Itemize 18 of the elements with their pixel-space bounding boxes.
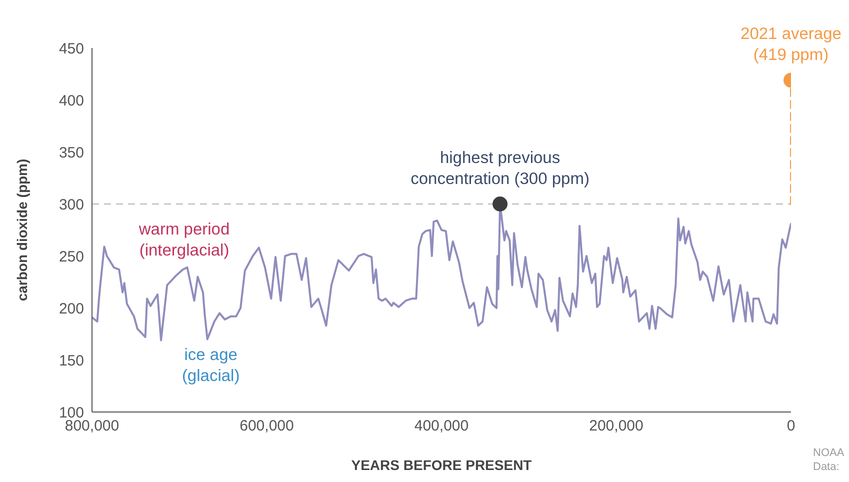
y-tick-label: 150 [58, 352, 84, 370]
y-tick-label: 400 [58, 92, 84, 110]
x-tick-label: 0 [786, 418, 796, 435]
x-axis-title: YEARS BEFORE PRESENT [351, 457, 532, 473]
annotation: ice age (glacial) [182, 346, 240, 386]
y-axis-title: carbon dioxide (ppm) [14, 158, 30, 302]
y-tick-label: 200 [58, 300, 84, 318]
annotation: 2021 average (419 ppm) [740, 25, 842, 64]
annotation: warm period (interglacial) [138, 220, 230, 260]
annotation: highest previous concentration (300 ppm) [410, 149, 590, 188]
x-tick-label: 200,000 [589, 418, 644, 435]
y-tick-label: 300 [58, 196, 84, 214]
x-tick-label: 400,000 [414, 418, 469, 435]
text: NOAA Data: [813, 447, 845, 473]
y-tick-label: 350 [58, 144, 84, 162]
y-tick-label: 250 [58, 248, 84, 266]
y-tick-label: 450 [58, 40, 84, 58]
x-tick-label: 600,000 [240, 418, 294, 435]
